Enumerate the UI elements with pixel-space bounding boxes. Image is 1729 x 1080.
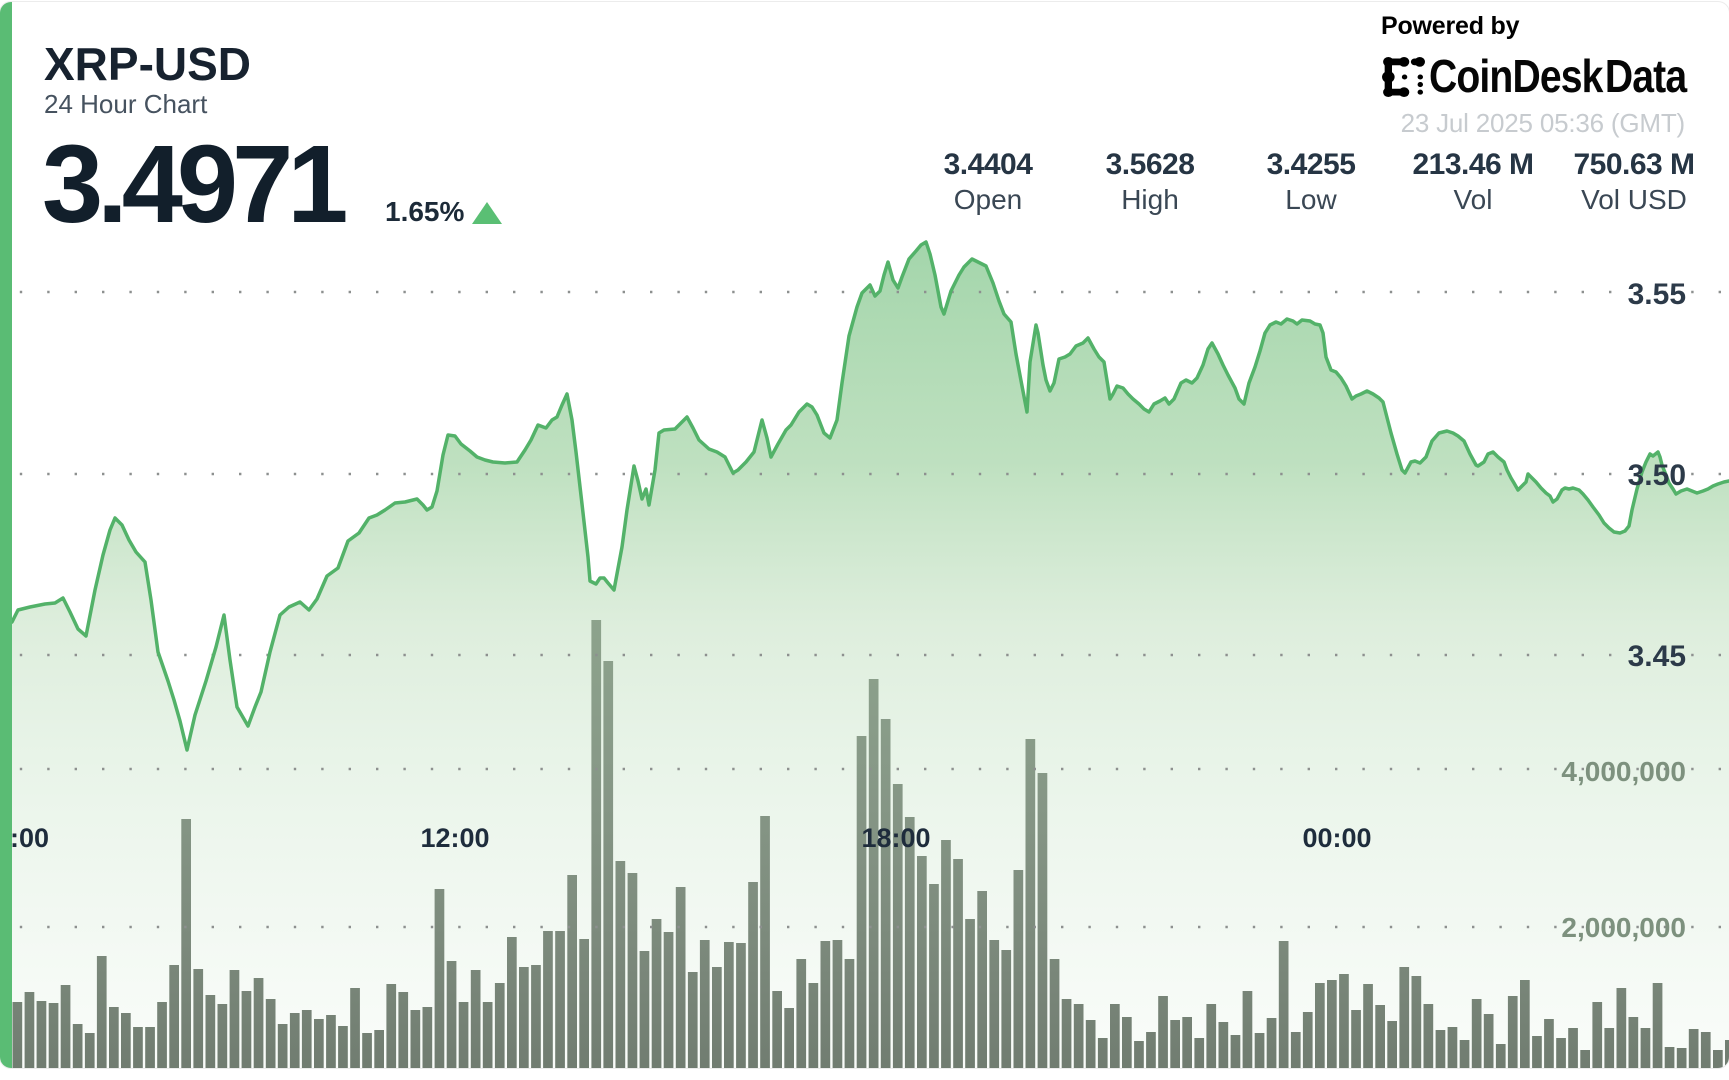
svg-text:3.55: 3.55 — [1628, 278, 1686, 311]
svg-text:00:00: 00:00 — [1302, 823, 1371, 853]
svg-text:4,000,000: 4,000,000 — [1561, 756, 1686, 787]
svg-text:12:00: 12:00 — [420, 823, 489, 853]
svg-text:3.45: 3.45 — [1628, 640, 1686, 673]
svg-text:2,000,000: 2,000,000 — [1561, 912, 1686, 943]
svg-text:3.50: 3.50 — [1628, 459, 1686, 492]
svg-text:18:00: 18:00 — [861, 823, 930, 853]
